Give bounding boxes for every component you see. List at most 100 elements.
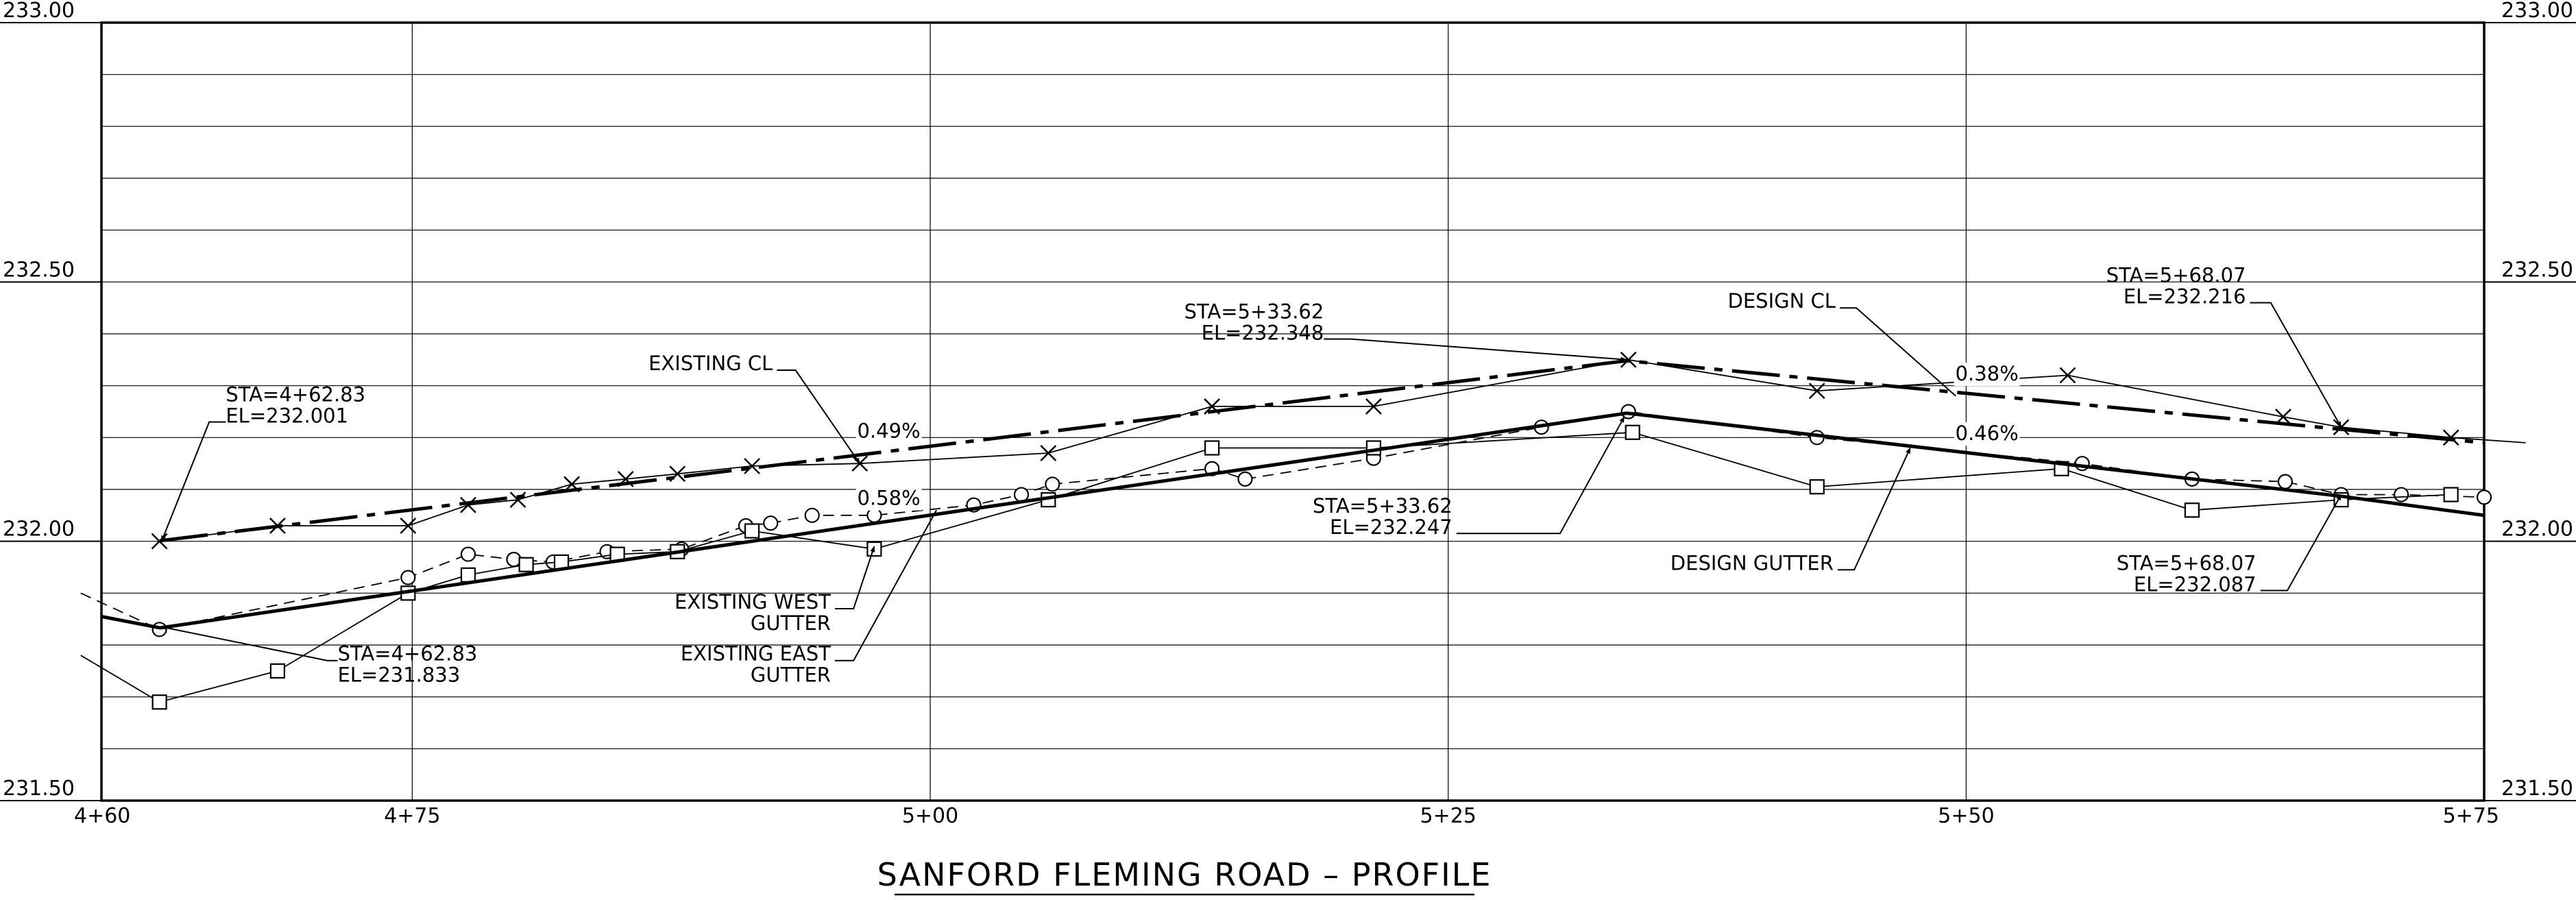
annotation-text: STA=5+68.07 — [2106, 263, 2246, 287]
x-tick-label: 5+75 — [2443, 804, 2499, 828]
drawing-title-group: SANFORD FLEMING ROAD – PROFILE — [877, 856, 1492, 896]
annotation-text: EL=232.216 — [2124, 284, 2246, 308]
data-point-square-marker — [1809, 479, 1825, 495]
leader-line — [1840, 307, 1956, 397]
data-point-x-marker — [460, 496, 476, 513]
y-tick-label-left: 232.00 — [3, 518, 75, 542]
annotation-existing-cl-6: EXISTING CL — [648, 352, 861, 464]
y-tick-label-right: 232.50 — [2501, 258, 2573, 282]
leader-line — [835, 509, 937, 661]
annotation-text: GUTTER — [751, 611, 831, 635]
data-point-circle-marker — [1045, 476, 1060, 492]
grade-label-bg — [855, 487, 922, 511]
data-point-x-marker — [744, 458, 760, 474]
leader-line — [835, 546, 875, 609]
annotation-design-gutter-10: DESIGN GUTTER — [1670, 447, 1911, 574]
data-point-x-marker — [1040, 445, 1057, 461]
data-point-x-marker — [1808, 382, 1825, 400]
annotation-text: STA=5+33.62 — [1184, 300, 1324, 323]
data-point-square-marker — [269, 663, 286, 679]
annotation-text: EL=231.833 — [338, 664, 461, 687]
series-line-design-cl — [160, 358, 2485, 543]
y-tick-label-left: 232.50 — [3, 258, 75, 282]
annotation-text: EL=232.348 — [1202, 321, 1324, 344]
data-point-x-marker — [2442, 429, 2459, 446]
leader-line — [160, 421, 226, 542]
y-tick-label-right: 233.00 — [2501, 0, 2573, 23]
data-point-square-marker — [518, 557, 534, 572]
data-point-circle-marker — [506, 552, 522, 568]
data-point-square-marker — [2443, 487, 2459, 502]
data-point-x-marker — [2059, 367, 2076, 384]
leader-line — [2260, 494, 2342, 592]
y-tick-label-left: 231.50 — [3, 777, 75, 801]
station-annotations: STA=4+62.83EL=232.001STA=4+62.83EL=231.8… — [160, 263, 2342, 687]
annotation-text: EXISTING CL — [648, 352, 773, 375]
annotation-text: STA=5+68.07 — [2117, 551, 2257, 574]
data-point-circle-marker — [2277, 474, 2293, 489]
leader-line — [777, 369, 861, 464]
data-point-circle-marker — [804, 507, 820, 523]
drawing-title: SANFORD FLEMING ROAD – PROFILE — [877, 856, 1492, 893]
data-point-x-marker — [1365, 398, 1382, 415]
grade-label-bg — [1954, 363, 2020, 387]
plot-frame — [100, 21, 2486, 802]
leader-line — [1324, 338, 1627, 362]
annotation-text: EL=232.001 — [226, 404, 348, 427]
grade-label: 0.58% — [858, 487, 921, 510]
data-point-circle-marker — [460, 546, 476, 562]
leader-line — [1456, 416, 1625, 535]
y-tick-label-right: 231.50 — [2501, 777, 2573, 801]
x-tick-label: 4+60 — [74, 804, 130, 828]
leader-line — [160, 625, 338, 661]
annotation-text: STA=4+62.83 — [226, 382, 365, 406]
grade-label: 0.38% — [1956, 362, 2019, 385]
grade-label: 0.49% — [858, 419, 921, 442]
grade-label-bg — [855, 419, 922, 443]
series-design-cl — [160, 358, 2485, 543]
annotation-design-cl-7: DESIGN CL — [1728, 289, 1956, 397]
data-point-square-marker — [866, 541, 882, 557]
data-point-square-marker — [1625, 424, 1640, 440]
annotation-text: EXISTING EAST — [681, 642, 831, 666]
annotation-text: EXISTING WEST — [675, 590, 831, 613]
data-point-square-marker — [2184, 502, 2200, 518]
data-point-circle-marker — [2476, 489, 2492, 505]
data-point-square-marker — [744, 523, 760, 539]
leader-line — [2250, 302, 2342, 428]
data-point-circle-marker — [763, 515, 779, 531]
series-design-gutter — [101, 411, 2485, 630]
series-line-existing-cl — [159, 358, 2526, 542]
grade-labels: 0.49% 0.58% 0.38% 0.46% — [855, 362, 2020, 511]
x-tick-label: 5+25 — [1420, 804, 1476, 828]
leader-line — [1837, 447, 1911, 571]
grade-label-bg — [1954, 422, 2020, 446]
grade-label: 0.46% — [1956, 422, 2019, 445]
tick-labels: 231.50 231.50 232.00 232.00 232.50 232.50 233.… — [3, 0, 2573, 828]
y-tick-label-right: 232.00 — [2501, 518, 2573, 542]
data-point-circle-marker — [1620, 404, 1636, 419]
annotation-text: STA=5+33.62 — [1313, 494, 1453, 518]
data-point-x-marker — [400, 518, 417, 534]
x-tick-label: 5+00 — [902, 804, 958, 828]
data-point-square-marker — [151, 694, 167, 710]
data-point-circle-marker — [866, 507, 882, 523]
data-point-square-marker — [1204, 440, 1220, 456]
grid — [0, 21, 2576, 802]
x-tick-label: 5+50 — [1938, 804, 1994, 828]
data-point-square-marker — [460, 567, 476, 583]
annotation-text: DESIGN GUTTER — [1670, 551, 1834, 574]
annotation-text: EL=232.247 — [1330, 515, 1453, 539]
x-tick-label: 4+75 — [384, 804, 440, 828]
annotation-text: EL=232.087 — [2134, 572, 2257, 596]
annotation-existing-east-9: EXISTING EAST GUTTER — [681, 509, 937, 687]
